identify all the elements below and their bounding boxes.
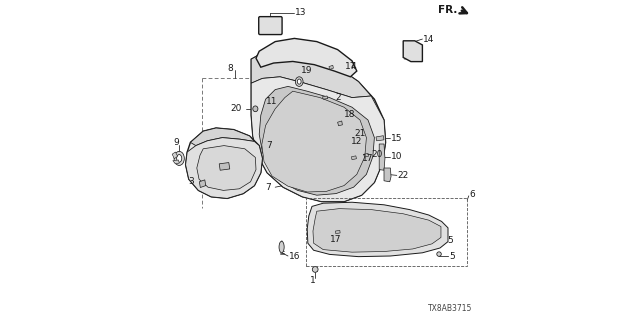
- Text: 17: 17: [345, 62, 356, 71]
- Polygon shape: [329, 65, 333, 69]
- Ellipse shape: [348, 141, 353, 148]
- Bar: [306, 198, 467, 266]
- Polygon shape: [262, 91, 366, 192]
- Text: 13: 13: [295, 8, 307, 17]
- Text: 3: 3: [188, 177, 193, 186]
- Text: 17: 17: [362, 154, 373, 163]
- Polygon shape: [338, 121, 342, 126]
- Polygon shape: [219, 163, 230, 170]
- Polygon shape: [186, 138, 262, 198]
- Text: 10: 10: [391, 152, 403, 161]
- Polygon shape: [251, 77, 385, 202]
- Ellipse shape: [177, 155, 182, 162]
- Ellipse shape: [432, 240, 435, 244]
- Text: 7: 7: [266, 141, 272, 150]
- Text: 8: 8: [228, 64, 233, 73]
- Ellipse shape: [253, 106, 258, 112]
- Polygon shape: [200, 180, 206, 188]
- Text: 2: 2: [335, 93, 340, 102]
- Polygon shape: [172, 152, 178, 159]
- Text: 5: 5: [447, 236, 452, 245]
- Polygon shape: [403, 41, 422, 61]
- Text: 14: 14: [423, 35, 435, 44]
- Polygon shape: [313, 209, 441, 252]
- Ellipse shape: [174, 151, 184, 165]
- Text: TX8AB3715: TX8AB3715: [428, 304, 472, 313]
- Ellipse shape: [297, 79, 301, 84]
- Text: FR.: FR.: [438, 4, 457, 15]
- Ellipse shape: [436, 252, 442, 256]
- Text: 7: 7: [266, 183, 271, 192]
- Ellipse shape: [312, 267, 318, 272]
- Text: 6: 6: [470, 190, 475, 199]
- Polygon shape: [191, 128, 254, 146]
- Polygon shape: [173, 160, 179, 164]
- Polygon shape: [307, 202, 448, 257]
- Text: 18: 18: [344, 110, 355, 119]
- Text: 20: 20: [230, 104, 242, 113]
- Text: 17: 17: [330, 235, 341, 244]
- Text: 9: 9: [174, 138, 179, 147]
- Polygon shape: [256, 38, 357, 77]
- Text: 21: 21: [355, 129, 365, 138]
- Text: 1: 1: [310, 276, 316, 285]
- Polygon shape: [376, 136, 384, 141]
- Polygon shape: [186, 128, 262, 198]
- Polygon shape: [364, 153, 369, 157]
- Polygon shape: [351, 156, 356, 160]
- Polygon shape: [323, 96, 328, 99]
- Text: 19: 19: [301, 66, 312, 75]
- Ellipse shape: [430, 238, 437, 245]
- Polygon shape: [197, 146, 256, 190]
- Ellipse shape: [296, 77, 303, 86]
- Ellipse shape: [270, 107, 280, 119]
- Text: 12: 12: [351, 137, 362, 146]
- Polygon shape: [384, 168, 391, 182]
- Polygon shape: [251, 50, 385, 202]
- Text: 11: 11: [266, 97, 278, 106]
- Ellipse shape: [279, 241, 284, 253]
- Polygon shape: [259, 86, 374, 195]
- FancyBboxPatch shape: [259, 17, 282, 35]
- Ellipse shape: [355, 149, 360, 155]
- Ellipse shape: [272, 110, 277, 116]
- Polygon shape: [251, 50, 371, 98]
- Polygon shape: [335, 230, 340, 234]
- Text: 5: 5: [449, 252, 455, 261]
- Polygon shape: [380, 144, 385, 170]
- Text: 20: 20: [372, 150, 383, 159]
- Text: 22: 22: [397, 171, 409, 180]
- Text: 16: 16: [289, 252, 300, 261]
- Text: 4: 4: [351, 62, 356, 71]
- Text: 15: 15: [391, 134, 403, 143]
